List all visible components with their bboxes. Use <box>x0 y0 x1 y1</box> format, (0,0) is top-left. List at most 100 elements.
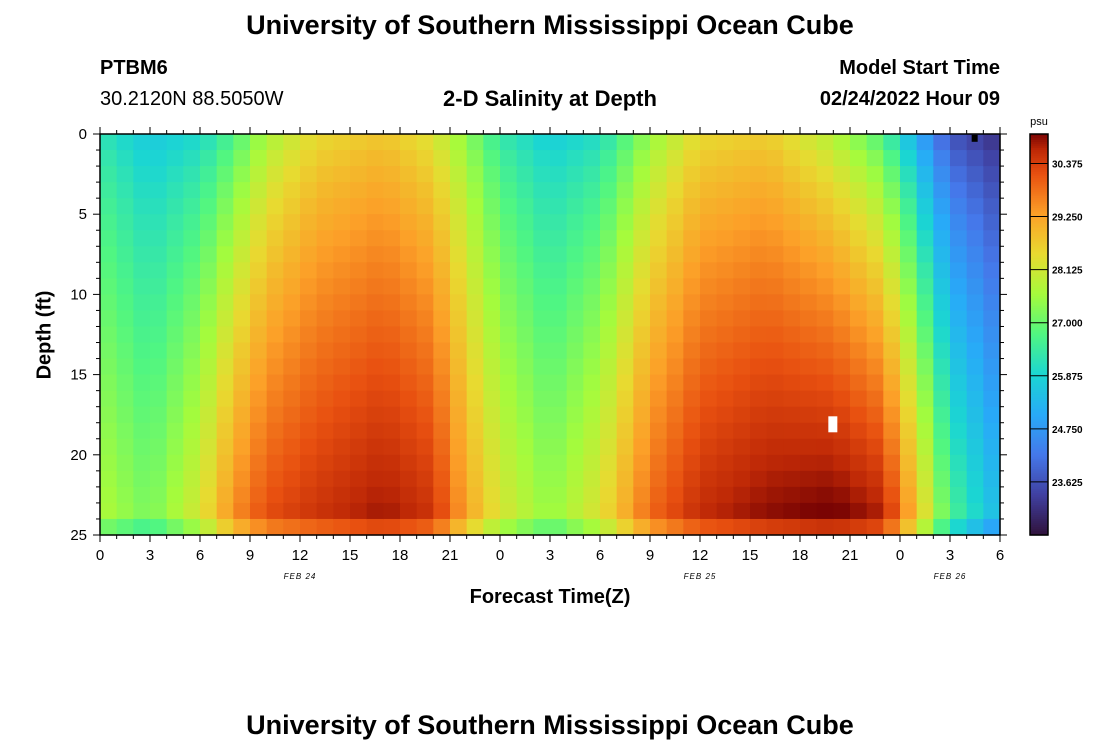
heatmap-cell <box>650 294 668 312</box>
heatmap-cell <box>566 150 584 167</box>
colorbar-segment <box>1030 514 1048 518</box>
colorbar-segment <box>1030 212 1048 215</box>
heatmap-cell <box>933 230 951 247</box>
heatmap-cell <box>550 150 568 167</box>
colorbar-segment <box>1030 506 1048 510</box>
heatmap-cell <box>683 262 701 279</box>
y-tick-label: 5 <box>79 206 87 223</box>
heatmap-cell <box>466 454 484 472</box>
heatmap-cell <box>716 326 734 344</box>
heatmap-cell <box>116 294 134 312</box>
heatmap-cell <box>933 134 951 151</box>
heatmap-cell <box>250 518 268 536</box>
heatmap-cell <box>750 214 768 231</box>
colorbar: psu30.37529.25028.12527.00025.87524.7502… <box>1029 116 1083 536</box>
heatmap-cell <box>483 166 501 183</box>
heatmap-cell <box>300 134 318 151</box>
heatmap-cell <box>100 486 118 504</box>
heatmap-cell <box>433 182 451 199</box>
heatmap-cell <box>800 166 818 183</box>
heatmap-cell <box>733 486 751 504</box>
heatmap-cell <box>333 454 351 472</box>
colorbar-segment <box>1030 512 1048 516</box>
heatmap-cell <box>733 310 751 328</box>
heatmap-cell <box>283 182 301 199</box>
colorbar-segment <box>1030 332 1048 336</box>
heatmap-cell <box>750 422 768 440</box>
heatmap-cell <box>716 486 734 504</box>
heatmap-cell <box>666 342 684 360</box>
heatmap-cell <box>533 278 551 295</box>
heatmap-cell <box>833 134 851 151</box>
heatmap-cell <box>450 342 468 360</box>
heatmap-cell <box>333 150 351 167</box>
heatmap-cell <box>766 134 784 151</box>
heatmap-cell <box>316 406 334 424</box>
heatmap-cell <box>833 278 851 295</box>
heatmap-cell <box>516 518 534 536</box>
heatmap-cell <box>783 134 801 151</box>
heatmap-cell <box>250 486 268 504</box>
heatmap-cell <box>566 454 584 472</box>
heatmap-cell <box>466 262 484 279</box>
heatmap-cell <box>533 422 551 440</box>
date-label: FEB 25 <box>684 572 717 581</box>
heatmap-cell <box>533 150 551 167</box>
heatmap-cell <box>166 518 184 536</box>
x-tick-label: 6 <box>196 547 204 564</box>
heatmap-cell <box>783 262 801 279</box>
heatmap-cell <box>283 294 301 312</box>
heatmap-cell <box>516 134 534 151</box>
heatmap-cell <box>950 470 968 488</box>
heatmap-cell <box>600 294 618 312</box>
heatmap-cell <box>850 198 868 215</box>
heatmap-cell <box>100 438 118 456</box>
heatmap-cell <box>700 278 718 295</box>
heatmap-cell <box>833 422 851 440</box>
colorbar-segment <box>1030 404 1048 408</box>
page-title: University of Southern Mississippi Ocean… <box>246 10 854 40</box>
heatmap-cell <box>350 262 368 279</box>
heatmap-cell <box>216 310 234 328</box>
colorbar-segment <box>1030 160 1048 163</box>
colorbar-tick-label: 28.125 <box>1052 266 1083 277</box>
heatmap-cell <box>383 486 401 504</box>
heatmap-cell <box>400 182 418 199</box>
colorbar-segment <box>1030 378 1048 382</box>
colorbar-segment <box>1030 338 1048 342</box>
heatmap-cell <box>416 166 434 183</box>
heatmap-cell <box>566 262 584 279</box>
heatmap-cell <box>766 294 784 312</box>
colorbar-segment <box>1030 284 1048 287</box>
heatmap-cell <box>516 294 534 312</box>
heatmap-cell <box>816 358 834 376</box>
heatmap-cell <box>933 150 951 167</box>
heatmap-cell <box>533 390 551 408</box>
heatmap-cell <box>733 342 751 360</box>
heatmap-cell <box>750 438 768 456</box>
heatmap-cell <box>650 342 668 360</box>
heatmap-cell <box>500 166 518 183</box>
colorbar-segment <box>1030 320 1048 324</box>
heatmap-cell <box>166 262 184 279</box>
heatmap-cell <box>750 246 768 263</box>
heatmap-cell <box>883 166 901 183</box>
heatmap-cell <box>150 214 168 231</box>
heatmap-cell <box>216 470 234 488</box>
heatmap-cell <box>716 214 734 231</box>
heatmap-cell <box>750 198 768 215</box>
colorbar-segment <box>1030 368 1048 372</box>
heatmap-cell <box>333 166 351 183</box>
heatmap-cell <box>950 326 968 344</box>
heatmap-cells <box>100 134 1001 536</box>
heatmap-cell <box>333 278 351 295</box>
heatmap-cell <box>100 374 118 392</box>
heatmap-cell <box>733 182 751 199</box>
colorbar-tick-label: 30.375 <box>1052 159 1083 170</box>
colorbar-segment <box>1030 264 1048 267</box>
heatmap-cell <box>933 518 951 536</box>
heatmap-cell <box>316 518 334 536</box>
heatmap-cell <box>800 470 818 488</box>
heatmap-cell <box>700 518 718 536</box>
heatmap-cell <box>166 246 184 263</box>
